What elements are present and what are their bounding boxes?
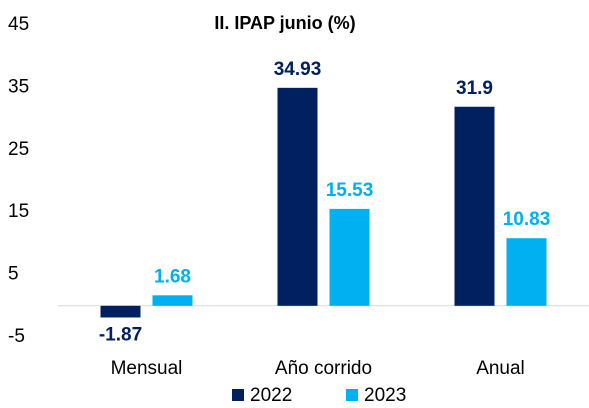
x-tick-label: Año corrido [275,358,372,379]
data-label: 1.68 [154,266,191,287]
y-tick-label: 45 [8,14,29,35]
legend-label: 2022 [250,385,292,406]
y-tick-label: 5 [8,264,19,285]
y-tick-label: 35 [8,76,29,97]
legend-swatch [346,389,358,401]
legend-label: 2023 [364,385,406,406]
data-label: 10.83 [503,209,551,230]
data-label: 31.9 [456,78,493,99]
bar [506,238,547,306]
data-label: 34.93 [274,59,322,80]
y-tick-label: 15 [8,201,29,222]
data-label: -1.87 [99,324,142,345]
bar [152,295,193,306]
x-tick-label: Mensual [111,358,183,379]
y-tick-label: 25 [8,139,29,160]
bar [329,208,370,306]
bar [454,106,495,306]
legend-swatch [232,389,244,401]
data-label: 15.53 [326,180,374,201]
bar [100,305,141,318]
y-tick-label: -5 [8,326,25,347]
x-tick-label: Anual [476,358,525,379]
bar [277,87,318,306]
chart-title: II. IPAP junio (%) [214,13,355,33]
